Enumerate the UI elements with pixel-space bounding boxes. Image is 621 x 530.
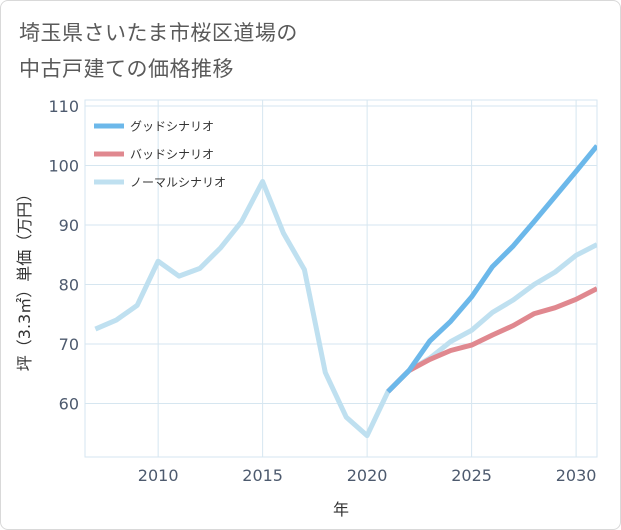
series-line-1 [386, 286, 597, 394]
x-tick-label: 2010 [138, 466, 179, 485]
y-tick-label: 90 [59, 216, 79, 235]
legend-label: グッドシナリオ [130, 120, 214, 134]
y-axis-label: 坪（3.3㎡）単価（万円） [15, 186, 34, 371]
plot-area [84, 99, 598, 458]
x-axis-ticks: 2010 2015 2020 2025 2030 [138, 466, 597, 485]
x-tick-label: 2025 [451, 466, 492, 485]
y-tick-label: 80 [59, 275, 79, 294]
chart-title-line-1: 埼玉県さいたま市桜区道場の [19, 21, 298, 45]
legend-label: ノーマルシナリオ [130, 176, 226, 190]
legend-label: バッドシナリオ [130, 148, 214, 162]
series-line-2 [94, 179, 597, 439]
x-tick-label: 2015 [242, 466, 283, 485]
chart-title-line-2: 中古戸建ての価格推移 [19, 57, 234, 81]
chart-title: 埼玉県さいたま市桜区道場の 中古戸建ての価格推移 [19, 15, 298, 87]
y-tick-label: 70 [59, 335, 79, 354]
y-tick-label: 60 [59, 394, 79, 413]
y-tick-label: 110 [48, 97, 79, 116]
series-lines [94, 144, 597, 439]
y-axis-ticks: 60 70 80 90 100 110 [48, 97, 79, 414]
x-tick-label: 2030 [556, 466, 597, 485]
x-tick-label: 2020 [347, 466, 388, 485]
grid-lines [84, 99, 598, 458]
y-tick-label: 100 [48, 156, 79, 175]
series-line-0 [386, 144, 597, 394]
x-axis-label: 年 [333, 500, 349, 519]
